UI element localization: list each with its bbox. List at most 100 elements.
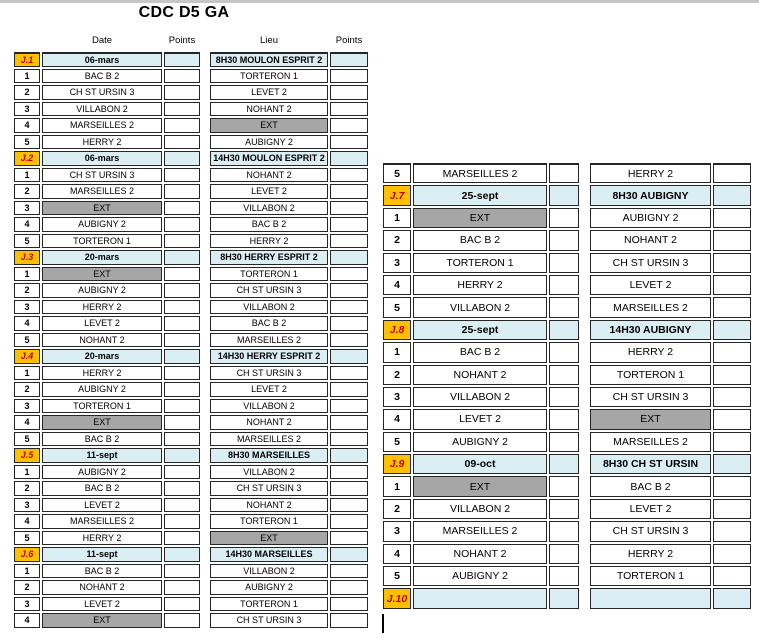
column-spacer (581, 499, 588, 519)
home-team-cell: HERRY 2 (42, 299, 162, 314)
home-team-cell: AUBIGNY 2 (42, 464, 162, 479)
points-away-cell (713, 185, 751, 206)
match-row: 3 LEVET 2 NOHANT 2 (14, 497, 368, 512)
match-row: 5 MARSEILLES 2 HERRY 2 (383, 163, 753, 184)
home-team-cell: EXT (413, 476, 547, 497)
away-team-cell: TORTERON 1 (210, 266, 328, 281)
column-spacer (581, 320, 588, 340)
points-home-cell (549, 476, 579, 497)
row-number-cell: 4 (14, 415, 40, 430)
row-number-cell: 1 (383, 476, 411, 497)
points-home-cell (164, 316, 200, 331)
match-row: 1 BAC B 2 VILLABON 2 (14, 563, 368, 578)
column-spacer (581, 208, 588, 228)
schedule-table-left: J.1 06-mars 8H30 MOULON ESPRIT 2 1 BAC B 2 TO… (14, 52, 368, 630)
column-spacer (581, 588, 588, 608)
points-home-cell (164, 464, 200, 479)
away-team-cell: NOHANT 2 (210, 415, 328, 430)
row-number-cell: 4 (14, 613, 40, 628)
away-team-cell: NOHANT 2 (210, 497, 328, 512)
venue-cell: 14H30 MARSEILLES (210, 547, 328, 562)
column-spacer (202, 151, 208, 166)
points-away-cell (713, 476, 751, 497)
row-number-cell: 2 (383, 230, 411, 251)
points-home-cell (164, 365, 200, 380)
row-number-cell: 5 (383, 163, 411, 184)
row-number-cell: 2 (14, 184, 40, 199)
points-home-cell (164, 101, 200, 116)
column-spacer (202, 382, 208, 397)
home-team-cell: LEVET 2 (42, 497, 162, 512)
column-header-lieu: Lieu (260, 34, 278, 46)
home-team-cell: MARSEILLES 2 (413, 163, 547, 184)
points-home-cell (164, 299, 200, 314)
home-team-cell: EXT (42, 415, 162, 430)
home-team-cell: HERRY 2 (42, 530, 162, 545)
match-row: 4 MARSEILLES 2 TORTERON 1 (14, 514, 368, 529)
points-away-cell (330, 464, 368, 479)
column-spacer (581, 342, 588, 362)
row-number-cell: 3 (383, 521, 411, 542)
column-spacer (202, 234, 208, 249)
home-team-cell: MARSEILLES 2 (413, 521, 547, 542)
home-team-cell: NOHANT 2 (413, 543, 547, 565)
away-team-cell: BAC B 2 (590, 476, 711, 497)
points-away-cell (713, 566, 751, 587)
points-home-cell (549, 342, 579, 363)
venue-cell: 8H30 CH ST URSIN (590, 454, 711, 475)
away-team-cell: EXT (210, 118, 328, 133)
column-spacer (202, 580, 208, 595)
row-number-cell: 5 (383, 566, 411, 587)
row-number-cell: 1 (14, 365, 40, 380)
away-team-cell: VILLABON 2 (210, 563, 328, 578)
journee-header-row: J.10 (383, 588, 753, 609)
match-row: 4 EXT CH ST URSIN 3 (14, 613, 368, 628)
column-spacer (202, 217, 208, 232)
column-spacer (202, 333, 208, 348)
points-away-cell (330, 167, 368, 182)
away-team-cell: MARSEILLES 2 (590, 431, 711, 453)
column-spacer (581, 544, 588, 564)
column-spacer (202, 415, 208, 430)
home-team-cell: VILLABON 2 (42, 101, 162, 116)
column-spacer (581, 365, 588, 385)
match-row: 5 VILLABON 2 MARSEILLES 2 (383, 297, 753, 318)
points-home-cell (164, 332, 200, 347)
away-team-cell: AUBIGNY 2 (210, 580, 328, 595)
points-home-cell (549, 498, 579, 520)
match-row: 4 LEVET 2 BAC B 2 (14, 316, 368, 331)
match-row: 5 NOHANT 2 MARSEILLES 2 (14, 332, 368, 348)
match-row: 5 HERRY 2 EXT (14, 530, 368, 545)
away-team-cell: NOHANT 2 (210, 167, 328, 182)
home-team-cell: HERRY 2 (42, 365, 162, 380)
match-row: 1 EXT TORTERON 1 (14, 266, 368, 281)
journee-header-row: J.1 06-mars 8H30 MOULON ESPRIT 2 (14, 52, 368, 67)
home-team-cell: VILLABON 2 (413, 386, 547, 408)
points-home-cell (549, 566, 579, 587)
points-away-cell (330, 365, 368, 380)
points-home-cell (164, 266, 200, 281)
column-spacer (581, 454, 588, 474)
points-away-cell (330, 85, 368, 100)
date-cell: 25-sept (413, 319, 547, 341)
match-row: 4 MARSEILLES 2 EXT (14, 118, 368, 133)
home-team-cell: EXT (42, 266, 162, 281)
row-number-cell: 2 (383, 498, 411, 520)
row-number-cell: 3 (14, 596, 40, 611)
match-row: 5 AUBIGNY 2 TORTERON 1 (383, 566, 753, 587)
row-number-cell: 4 (14, 514, 40, 529)
row-number-cell: 5 (14, 431, 40, 446)
journee-label-cell: J.4 (14, 349, 40, 364)
column-spacer (202, 184, 208, 199)
home-team-cell: HERRY 2 (413, 274, 547, 296)
home-team-cell: LEVET 2 (42, 316, 162, 331)
home-team-cell: BAC B 2 (42, 68, 162, 83)
column-spacer (202, 316, 208, 331)
text-cursor (382, 614, 384, 633)
points-away-cell (330, 613, 368, 628)
home-team-cell: TORTERON 1 (42, 233, 162, 248)
points-home-cell (549, 163, 579, 184)
points-home-cell (549, 431, 579, 453)
away-team-cell: AUBIGNY 2 (210, 134, 328, 149)
away-team-cell: HERRY 2 (590, 163, 711, 184)
